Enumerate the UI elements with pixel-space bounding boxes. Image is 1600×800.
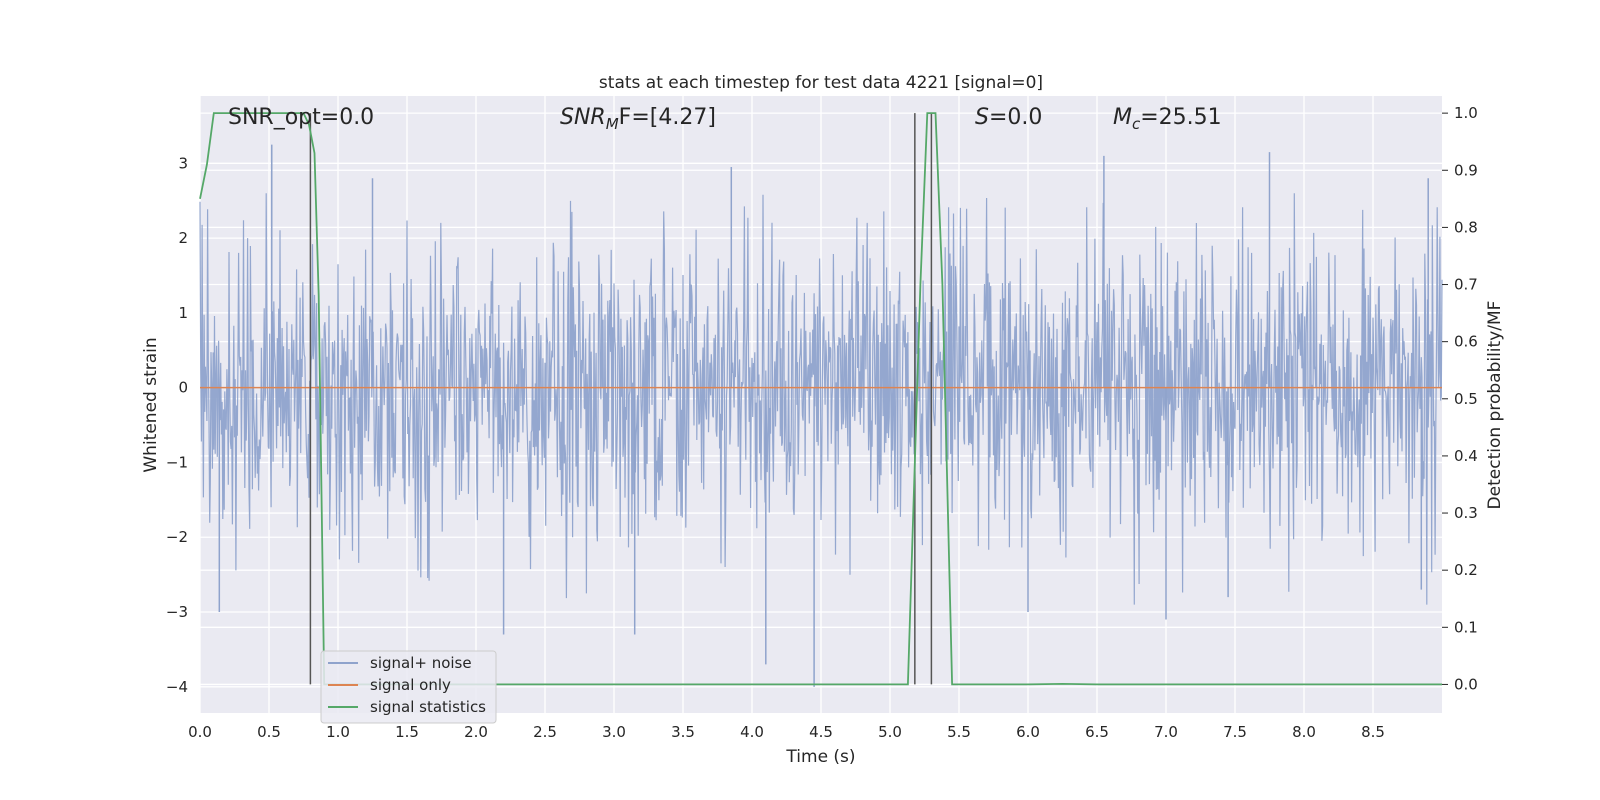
x-tick-label: 1.0 <box>326 723 350 741</box>
noise-line <box>199 193 1443 605</box>
series-signal-statistics <box>199 112 1442 686</box>
y-right-tick-label: 0.0 <box>1454 675 1478 693</box>
x-tick-labels: 0.0 0.5 1.0 1.5 2.0 2.5 3.0 3.5 4.0 4.5 5.0 5.5 6.0 6… <box>188 723 1385 741</box>
vertical-markers <box>309 113 933 685</box>
x-tick-label: 7.5 <box>1223 723 1247 741</box>
x-tick-label: 1.5 <box>395 723 419 741</box>
y-right-tick-label: 0.8 <box>1454 218 1478 236</box>
y-tick-label: 0 <box>178 379 188 397</box>
y-axis-label: Whitened strain <box>141 337 161 472</box>
y-tick-label: −4 <box>166 678 188 696</box>
x-tick-label: 5.0 <box>878 723 902 741</box>
x-axis-label: Time (s) <box>785 747 855 767</box>
y-right-tick-labels: 1.0 0.9 0.8 0.7 0.6 0.5 0.4 0.3 0.2 0.1 0.0 <box>1442 104 1478 693</box>
legend: signal+ noise signal only signal statist… <box>320 650 497 724</box>
y-tick-label: 2 <box>178 229 188 247</box>
x-tick-label: 5.5 <box>947 723 971 741</box>
x-tick-label: 7.0 <box>1154 723 1178 741</box>
y-right-axis-label: Detection probability/MF <box>1485 301 1505 510</box>
y-right-tick-label: 0.3 <box>1454 504 1478 522</box>
y-tick-label: 3 <box>178 154 188 172</box>
x-tick-label: 3.5 <box>671 723 695 741</box>
y-right-tick-label: 0.1 <box>1454 618 1478 636</box>
x-tick-label: 8.5 <box>1361 723 1385 741</box>
y-right-tick-label: 1.0 <box>1454 104 1478 122</box>
x-tick-label: 0.5 <box>257 723 281 741</box>
signal-statistics-line <box>199 112 1442 686</box>
legend-label-signal-statistics: signal statistics <box>370 698 486 716</box>
x-tick-label: 4.0 <box>740 723 764 741</box>
y-tick-label: −3 <box>166 603 188 621</box>
annotation-s: S=0.0 <box>975 105 1042 130</box>
annotation-mc: Mc=25.51 <box>1113 105 1222 133</box>
x-tick-label: 6.5 <box>1085 723 1109 741</box>
y-tick-labels: 3 2 1 0 −1 −2 −3 −4 <box>166 154 188 696</box>
x-tick-label: 6.0 <box>1016 723 1040 741</box>
x-tick-label: 4.5 <box>809 723 833 741</box>
x-tick-label: 2.5 <box>533 723 557 741</box>
y-right-tick-label: 0.6 <box>1454 333 1478 351</box>
annotation-snr-opt: SNR_opt=0.0 <box>228 105 374 130</box>
y-tick-label: −2 <box>166 528 188 546</box>
y-right-tick-label: 0.9 <box>1454 161 1478 179</box>
legend-label-signal-only: signal only <box>370 676 451 694</box>
annotation-snr-mf: SNRMF=[4.27] <box>560 105 716 133</box>
x-tick-label: 8.0 <box>1292 723 1316 741</box>
series-signal-noise <box>199 144 1443 687</box>
y-right-tick-label: 0.7 <box>1454 276 1478 294</box>
y-right-tick-label: 0.2 <box>1454 561 1478 579</box>
chart-title: stats at each timestep for test data 422… <box>599 73 1043 93</box>
x-tick-label: 3.0 <box>602 723 626 741</box>
y-right-tick-label: 0.4 <box>1454 447 1478 465</box>
x-tick-label: 2.0 <box>464 723 488 741</box>
y-tick-label: 1 <box>178 304 188 322</box>
x-tick-label: 0.0 <box>188 723 212 741</box>
y-right-tick-label: 0.5 <box>1454 390 1478 408</box>
legend-box <box>320 650 497 724</box>
legend-label-signal-noise: signal+ noise <box>370 654 472 672</box>
plot-area <box>199 112 1443 687</box>
y-tick-label: −1 <box>166 453 188 471</box>
